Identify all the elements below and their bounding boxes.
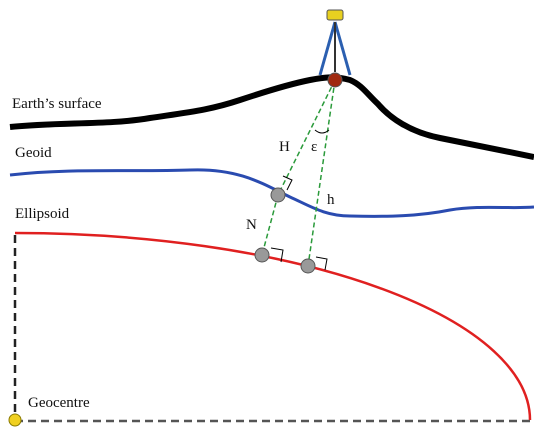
angle-arc xyxy=(314,129,330,134)
label: N xyxy=(246,217,257,233)
label: Geoid xyxy=(15,145,52,161)
ellipsoid-point xyxy=(300,258,316,274)
ellipsoidal-line xyxy=(307,79,336,267)
label: H xyxy=(279,139,290,155)
right-angle xyxy=(270,247,284,263)
ellipsoid-point xyxy=(254,247,270,263)
label: Earth’s surface xyxy=(12,96,102,112)
right-angle xyxy=(282,175,293,191)
right-angle xyxy=(315,256,328,271)
orthometric-line xyxy=(277,79,336,196)
instrument xyxy=(326,9,344,21)
geoid-curve xyxy=(9,168,534,218)
tripod-leg xyxy=(318,21,337,76)
label: Geocentre xyxy=(28,395,90,411)
tripod-leg xyxy=(333,21,352,76)
earth-surface-curve xyxy=(9,74,534,160)
geoid-point xyxy=(270,187,286,203)
geoid-undulation-line xyxy=(261,194,279,256)
label: ε xyxy=(311,139,317,155)
label: Ellipsoid xyxy=(15,206,70,222)
label: h xyxy=(327,192,335,208)
geocentre-point xyxy=(8,413,22,427)
ellipsoid-curve xyxy=(14,231,532,421)
station-point xyxy=(327,72,343,88)
